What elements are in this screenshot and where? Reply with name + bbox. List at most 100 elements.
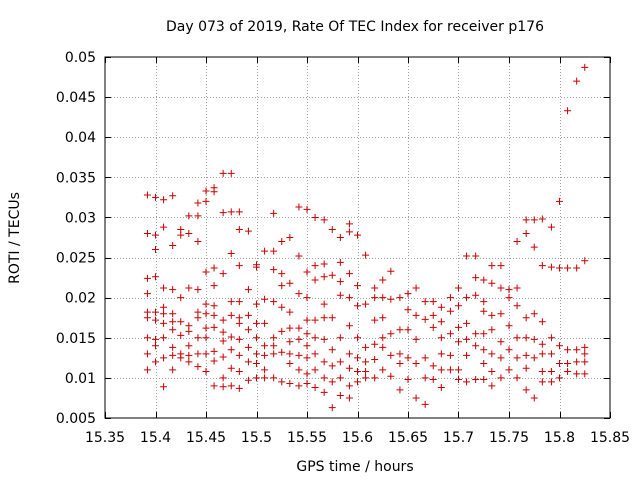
data-point [185, 229, 193, 237]
data-point [253, 263, 260, 271]
y-tick-label: 0.005 [56, 411, 96, 427]
data-point [556, 264, 563, 272]
x-tick-label: 15.55 [287, 430, 327, 446]
data-point [194, 314, 202, 322]
data-point [522, 229, 530, 237]
data-point [202, 324, 210, 332]
data-point [573, 358, 581, 366]
data-point [463, 319, 471, 327]
data-point [210, 302, 218, 310]
data-point [547, 263, 555, 271]
data-point [328, 314, 336, 322]
data-point [303, 316, 311, 324]
data-point [371, 355, 379, 363]
x-tick-label: 15.5 [241, 430, 272, 446]
data-point [472, 291, 480, 299]
data-point [169, 242, 177, 250]
data-point [581, 370, 589, 378]
data-point [210, 188, 218, 196]
data-point [446, 307, 454, 315]
data-point [143, 229, 151, 237]
data-point [412, 335, 420, 343]
y-tick-label: 0.01 [65, 371, 96, 387]
data-point [488, 311, 496, 319]
data-point [573, 77, 581, 85]
data-point [328, 271, 336, 279]
data-point [286, 338, 294, 346]
data-point [219, 353, 227, 361]
data-point [169, 310, 177, 318]
data-point [437, 334, 445, 342]
data-point [152, 335, 159, 343]
data-point [185, 351, 193, 359]
data-point [513, 354, 521, 362]
data-point [345, 350, 353, 358]
data-point [278, 327, 286, 335]
data-point [295, 366, 303, 374]
data-point [581, 358, 589, 366]
x-tick-label: 15.75 [489, 430, 529, 446]
data-point [235, 225, 243, 233]
y-tick-label: 0.04 [65, 130, 96, 146]
data-point [564, 107, 572, 115]
data-point [253, 319, 260, 327]
data-point [261, 319, 269, 327]
data-point [202, 310, 210, 318]
data-point [270, 350, 278, 358]
data-point [253, 350, 260, 358]
data-point [488, 262, 496, 270]
x-tick-label: 15.6 [342, 430, 373, 446]
data-point [513, 238, 521, 246]
data-point [497, 310, 505, 318]
data-point [497, 338, 505, 346]
y-tick-label: 0.025 [56, 251, 96, 267]
data-point [270, 298, 278, 306]
data-point [194, 199, 202, 207]
data-points [143, 63, 589, 412]
data-point [412, 284, 420, 292]
data-point [472, 274, 480, 282]
data-point [429, 375, 437, 383]
data-point [253, 374, 260, 382]
data-point [143, 334, 151, 342]
data-point [336, 278, 344, 286]
data-point [152, 358, 159, 366]
data-point [270, 342, 278, 350]
data-point [244, 286, 252, 294]
data-point [227, 208, 235, 216]
data-point [143, 366, 151, 374]
data-point [152, 231, 159, 239]
data-point [488, 279, 496, 287]
data-point [227, 382, 235, 390]
data-point [320, 335, 328, 343]
data-point [169, 366, 177, 374]
data-point [320, 358, 328, 366]
data-point [286, 350, 294, 358]
data-point [278, 303, 286, 311]
x-tick-label: 15.45 [186, 430, 226, 446]
data-point [320, 300, 328, 308]
data-point [177, 354, 185, 362]
data-point [354, 367, 361, 375]
data-point [530, 394, 538, 402]
data-point [446, 351, 454, 359]
data-point [210, 323, 218, 331]
data-point [429, 323, 437, 331]
data-point [235, 367, 243, 375]
data-point [320, 374, 328, 382]
data-point [320, 388, 328, 396]
data-point [210, 382, 218, 390]
data-point [194, 238, 202, 246]
data-point [270, 334, 278, 342]
data-point [244, 326, 252, 334]
data-point [387, 295, 395, 303]
data-point [202, 187, 210, 195]
data-point [345, 364, 353, 372]
data-point [522, 351, 530, 359]
data-point [278, 282, 286, 290]
data-point [429, 362, 437, 370]
data-point [320, 273, 328, 281]
data-point [185, 284, 193, 292]
data-point [311, 213, 319, 221]
data-point [160, 284, 168, 292]
